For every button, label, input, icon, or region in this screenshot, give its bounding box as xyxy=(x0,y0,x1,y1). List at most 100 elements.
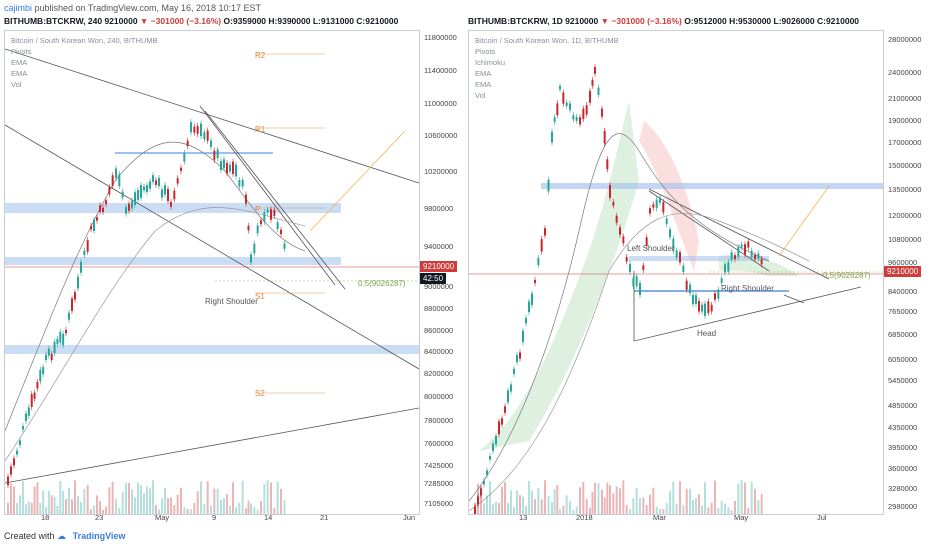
volume-bar xyxy=(71,499,73,514)
xtick: 2018 xyxy=(576,513,593,522)
volume-bar xyxy=(565,495,568,514)
candle-body xyxy=(19,440,21,446)
author-link[interactable]: cajimbi xyxy=(4,3,33,13)
ytick: 8200000 xyxy=(424,369,454,378)
volume-bar xyxy=(50,495,53,514)
candle-body xyxy=(642,265,645,271)
candle-body xyxy=(65,329,67,334)
volume-bar xyxy=(685,488,688,514)
candle-body xyxy=(594,67,596,74)
candle-body xyxy=(30,394,33,407)
candle-body xyxy=(689,284,691,294)
candle-body xyxy=(685,280,688,290)
candle-body xyxy=(99,205,101,212)
volume-bar xyxy=(39,502,42,514)
candle-body xyxy=(486,470,488,476)
candle-body xyxy=(105,200,107,205)
volume-bar xyxy=(137,482,139,514)
volume-bar xyxy=(692,499,694,514)
volume-bar xyxy=(74,480,76,514)
left-chart-title: BITHUMB:BTCKRW, 240 9210000 ▼ −301000 (−… xyxy=(4,16,398,26)
volume-bar xyxy=(152,480,154,514)
ytick: 7800000 xyxy=(424,416,454,425)
candle-body xyxy=(720,278,723,283)
volume-bar xyxy=(250,503,252,514)
right-legend-ema1: EMA xyxy=(475,69,492,78)
volume-bar xyxy=(256,509,259,514)
candle-body xyxy=(125,207,127,214)
candle-body xyxy=(232,161,234,174)
candle-body xyxy=(131,200,133,209)
volume-bar xyxy=(513,507,515,514)
volume-bar xyxy=(534,499,536,514)
right-candles xyxy=(474,64,763,514)
candle-body xyxy=(102,207,104,213)
ytick: 6050000 xyxy=(888,355,918,364)
candle-body xyxy=(492,443,494,451)
volume-bar xyxy=(625,504,628,514)
left-price-tag: 9210000 xyxy=(420,261,458,272)
volume-bar xyxy=(639,498,641,514)
left-candles xyxy=(7,119,286,489)
candle-body xyxy=(276,222,279,229)
volume-bar xyxy=(632,498,635,514)
volume-bar xyxy=(562,505,565,514)
left-chart-pane[interactable]: Bitcoin / South Korean Won, 240, BITHUMB… xyxy=(4,30,420,515)
volume-bar xyxy=(164,487,166,514)
volume-bar xyxy=(601,489,603,514)
volume-bar xyxy=(108,487,111,514)
right-chart-canvas[interactable] xyxy=(469,31,883,514)
ytick: 9000000 xyxy=(424,282,454,291)
candle-body xyxy=(108,187,111,195)
volume-bar xyxy=(615,486,618,514)
candle-body xyxy=(121,191,124,198)
xtick: 21 xyxy=(320,513,329,522)
footer: Created with ☁ TradingView xyxy=(4,531,125,542)
candle-body xyxy=(27,407,30,416)
volume-bar xyxy=(118,507,121,514)
footer-created: Created with xyxy=(4,531,55,541)
left-chart-canvas[interactable] xyxy=(5,31,419,514)
volume-bar xyxy=(551,502,553,514)
candle-body xyxy=(39,369,42,382)
candle-body xyxy=(245,194,247,204)
candle-body xyxy=(226,163,228,174)
candle-body xyxy=(477,496,479,505)
left-time-axis[interactable]: 18 23 May 9 14 21 Jun xyxy=(4,513,418,525)
volume-bar xyxy=(689,488,691,514)
left-price-axis[interactable]: 11800000 11400000 11000000 10600000 1020… xyxy=(418,30,468,513)
candle-body xyxy=(47,348,50,356)
volume-bar xyxy=(594,482,596,514)
candle-body xyxy=(7,476,9,486)
volume-bar xyxy=(62,490,65,514)
volume-bar xyxy=(229,505,231,514)
candle-body xyxy=(200,123,202,137)
arrow-line xyxy=(783,294,805,304)
footer-brand[interactable]: TradingView xyxy=(72,531,126,541)
right-price-axis[interactable]: 28000000 24000000 21000000 19000000 1700… xyxy=(882,30,932,513)
candle-body xyxy=(216,149,219,159)
candle-body xyxy=(155,180,157,185)
volume-bar xyxy=(609,485,611,514)
ytick: 9800000 xyxy=(424,204,454,213)
right-time-axis[interactable]: 13 2018 Mar May Jul xyxy=(468,513,882,525)
ytick: 12000000 xyxy=(888,211,922,220)
volume-bar xyxy=(45,507,47,514)
support-zone-3 xyxy=(5,345,419,354)
xtick: 18 xyxy=(41,513,50,522)
volume-bar xyxy=(740,480,743,514)
right-chart-pane[interactable]: Bitcoin / South Korean Won, 1D, BITHUMB … xyxy=(468,30,884,515)
volume-bar xyxy=(483,502,485,514)
candle-body xyxy=(164,185,166,195)
candle-body xyxy=(707,301,710,313)
volume-bar xyxy=(232,482,234,514)
volume-bar xyxy=(585,499,588,514)
volume-bar xyxy=(682,505,685,514)
ytick: 5450000 xyxy=(888,376,918,385)
volume-bar xyxy=(510,490,512,514)
ytick: 8800000 xyxy=(424,304,454,313)
volume-bar xyxy=(519,495,521,514)
ytick: 9400000 xyxy=(424,242,454,251)
volume-bar xyxy=(180,487,182,514)
volume-bar xyxy=(757,500,760,514)
